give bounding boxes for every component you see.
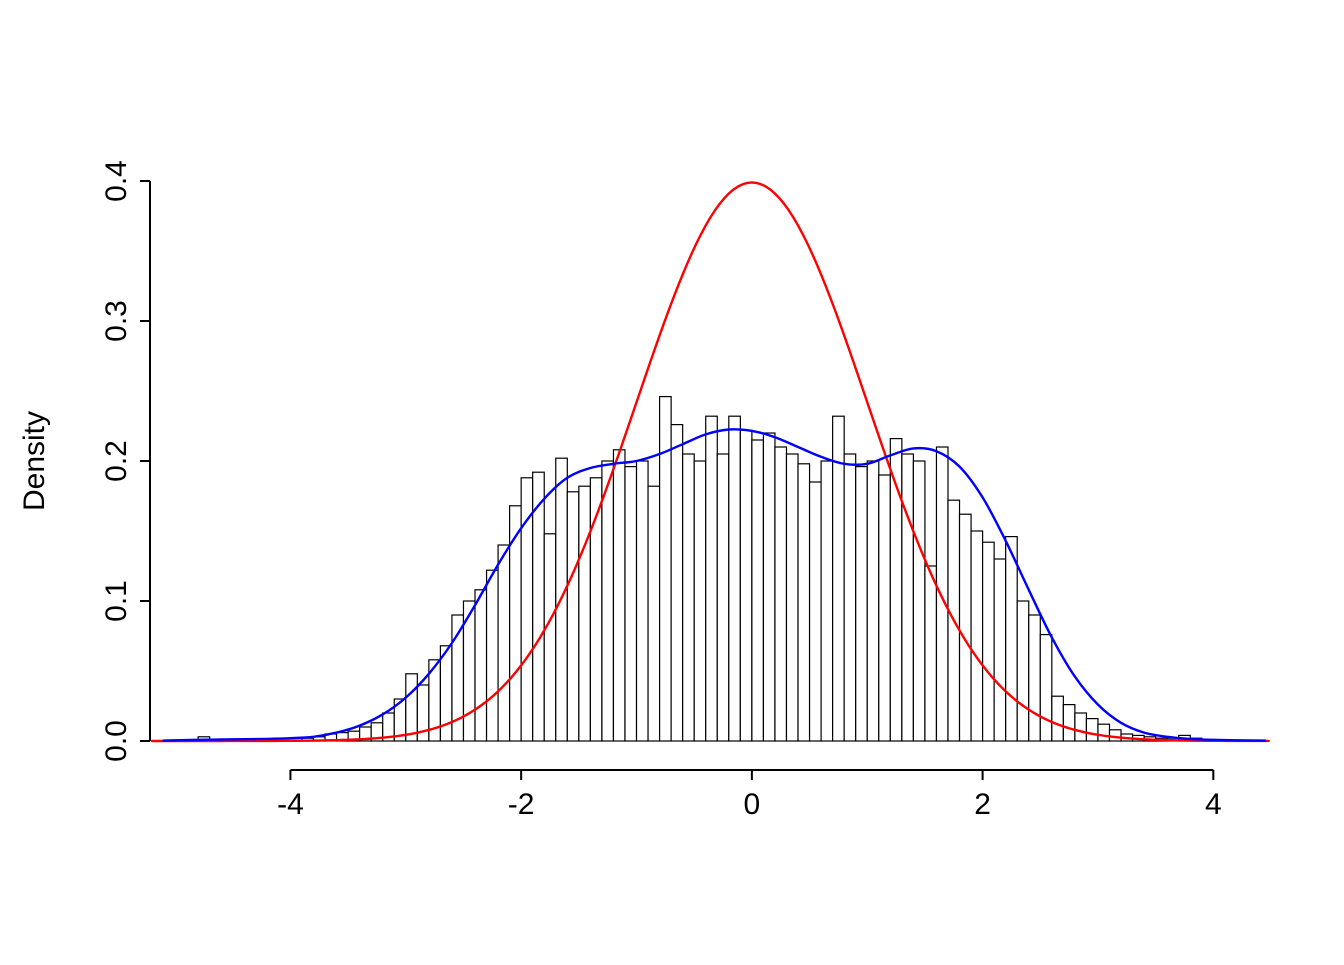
kde-density-line	[162, 428, 1267, 742]
histogram-bar	[924, 565, 938, 742]
histogram-bar	[624, 466, 638, 742]
histogram-bar	[935, 446, 949, 742]
normal-curve	[150, 181, 1270, 743]
x-axis-tick-label: 0	[744, 788, 761, 821]
histogram-bar	[1062, 703, 1076, 742]
y-axis: 0.0 0.1 0.2 0.3 0.4	[100, 160, 151, 762]
histogram-bar	[1016, 600, 1030, 742]
y-axis-tick-label: 0.1	[100, 580, 133, 622]
y-axis-tick-label: 0.3	[100, 300, 133, 342]
histogram-bar	[832, 415, 845, 742]
y-axis-title: Density	[18, 411, 51, 511]
histogram-bar	[566, 491, 580, 742]
histogram-bar	[543, 533, 557, 742]
kde-curve	[162, 428, 1267, 742]
x-axis-tick-label: -4	[277, 788, 304, 821]
histogram-bar	[658, 396, 672, 742]
histogram-bar	[728, 415, 741, 742]
histogram-bar	[958, 513, 972, 742]
histogram-bar	[705, 415, 718, 742]
histogram-bar	[601, 460, 615, 742]
histogram-bar	[612, 449, 626, 742]
histogram-bar	[716, 453, 730, 742]
histogram-bar	[1074, 712, 1088, 742]
histogram-bar	[578, 485, 591, 742]
histogram-bar	[739, 429, 753, 742]
histogram-bar	[1051, 695, 1064, 742]
histogram-bar	[635, 460, 649, 742]
histogram-bar	[808, 481, 822, 742]
y-axis-tick-label: 0.2	[100, 440, 133, 482]
histogram-bar	[785, 453, 799, 742]
histogram-bar	[970, 530, 984, 742]
histogram-bar	[1097, 723, 1111, 742]
histogram-bar	[474, 589, 488, 742]
histogram-bar	[1085, 717, 1099, 742]
histogram-bar	[693, 460, 707, 742]
histogram-bar	[843, 453, 857, 742]
histogram-bar	[751, 439, 765, 742]
histogram-bar	[1005, 535, 1018, 742]
histogram-bar	[405, 673, 418, 742]
histogram-bar	[855, 466, 868, 742]
histogram-bar	[1039, 633, 1053, 742]
histogram-bar	[497, 544, 511, 742]
histogram-bar	[647, 485, 661, 742]
histogram-bar	[1108, 729, 1122, 742]
y-axis-tick-label: 0.4	[100, 160, 133, 202]
normal-density-line	[150, 181, 1270, 743]
histogram-bar	[774, 446, 788, 742]
histogram-bar	[1028, 614, 1041, 742]
histogram-bar	[762, 432, 776, 742]
histogram-bar	[993, 558, 1007, 742]
histogram-bar	[866, 460, 880, 742]
x-axis-tick-label: 2	[974, 788, 991, 821]
histogram-bar	[485, 569, 499, 742]
histogram-bar	[682, 453, 695, 742]
histogram-bar	[532, 471, 545, 742]
y-axis-tick-label: 0.0	[100, 720, 133, 762]
histogram-bar	[820, 460, 834, 742]
histogram-bar	[901, 453, 914, 742]
histogram-bar	[670, 424, 684, 742]
histogram-bar	[878, 474, 891, 742]
x-axis-tick-label: -2	[508, 788, 535, 821]
histogram-bar	[797, 463, 811, 742]
x-axis-tick-label: 4	[1205, 788, 1222, 821]
x-axis: -4 -2 0 2 4	[277, 769, 1222, 821]
histogram-bar	[912, 460, 926, 742]
histogram-bar	[981, 541, 995, 742]
histogram-bar	[520, 477, 534, 742]
